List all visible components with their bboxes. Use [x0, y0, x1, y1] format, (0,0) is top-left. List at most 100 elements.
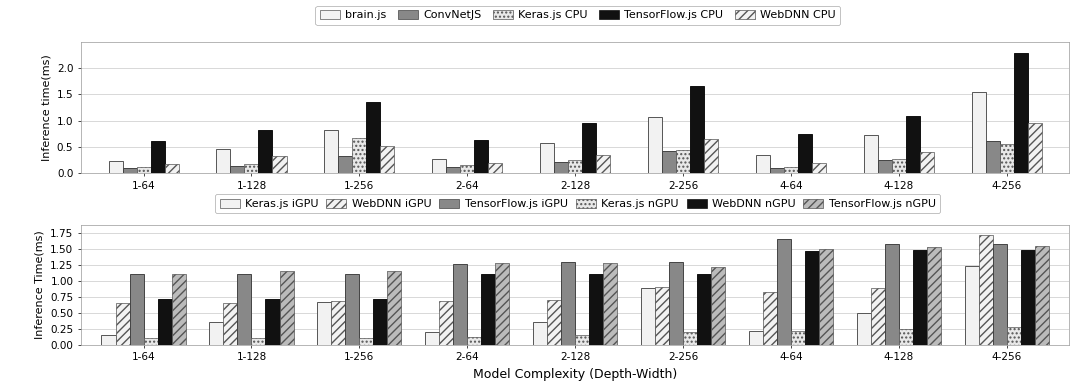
Bar — [676, 150, 690, 173]
Bar — [805, 251, 819, 345]
Bar — [856, 313, 870, 345]
Bar — [172, 274, 186, 345]
Bar — [1014, 53, 1028, 173]
Bar — [978, 235, 993, 345]
Bar — [1035, 246, 1049, 345]
Bar — [440, 301, 454, 345]
Bar — [366, 102, 380, 173]
Bar — [380, 146, 394, 173]
Bar — [540, 143, 554, 173]
Bar — [224, 303, 238, 345]
Bar — [136, 167, 150, 173]
Bar — [756, 155, 770, 173]
Bar — [762, 292, 777, 345]
Bar — [108, 161, 122, 173]
Bar — [603, 263, 617, 345]
Bar — [280, 271, 294, 345]
Bar — [568, 160, 582, 173]
Bar — [266, 299, 280, 345]
Bar — [164, 164, 178, 173]
Bar — [346, 274, 360, 345]
Bar — [216, 149, 230, 173]
Bar — [150, 141, 164, 173]
Bar — [122, 168, 136, 173]
Bar — [791, 331, 805, 345]
Bar — [885, 244, 899, 345]
Bar — [648, 117, 662, 173]
Bar — [158, 299, 172, 345]
Bar — [697, 274, 711, 345]
Bar — [496, 263, 510, 345]
Bar — [576, 335, 589, 345]
Bar — [1021, 250, 1035, 345]
Bar — [534, 322, 548, 345]
Bar — [927, 247, 941, 345]
Bar — [704, 139, 718, 173]
Bar — [562, 262, 576, 345]
Bar — [812, 163, 826, 173]
Bar — [906, 115, 920, 173]
Bar — [770, 168, 784, 173]
Bar — [972, 92, 986, 173]
Bar — [338, 156, 352, 173]
Bar — [210, 322, 224, 345]
Bar — [144, 338, 158, 345]
Legend: brain.js, ConvNetJS, Keras.js CPU, TensorFlow.js CPU, WebDNN CPU: brain.js, ConvNetJS, Keras.js CPU, Tenso… — [315, 6, 840, 25]
Bar — [870, 288, 885, 345]
Bar — [554, 162, 568, 173]
Bar — [964, 266, 978, 345]
Bar — [711, 267, 725, 345]
Bar — [102, 335, 116, 345]
Bar — [864, 135, 878, 173]
Bar — [784, 166, 798, 173]
Bar — [819, 249, 833, 345]
Bar — [892, 159, 906, 173]
Bar — [130, 274, 144, 345]
Bar — [548, 300, 562, 345]
Y-axis label: Inference time(ms): Inference time(ms) — [41, 54, 51, 161]
Bar — [258, 130, 272, 173]
Bar — [460, 165, 474, 173]
Bar — [474, 140, 488, 173]
Bar — [589, 274, 603, 345]
Bar — [690, 86, 704, 173]
Bar — [1007, 327, 1021, 345]
Bar — [878, 160, 892, 173]
Bar — [777, 239, 791, 345]
Bar — [920, 152, 934, 173]
Bar — [244, 165, 258, 173]
Bar — [640, 288, 654, 345]
Bar — [468, 337, 482, 345]
Bar — [683, 332, 697, 345]
Bar — [230, 166, 244, 173]
Bar — [252, 338, 266, 345]
Bar — [332, 301, 346, 345]
Bar — [374, 299, 388, 345]
Bar — [454, 264, 468, 345]
Bar — [426, 332, 440, 345]
Bar — [432, 158, 446, 173]
Bar — [654, 287, 669, 345]
Bar — [986, 141, 1000, 173]
Y-axis label: Inference Time(ms): Inference Time(ms) — [35, 231, 44, 339]
Bar — [993, 244, 1007, 345]
Bar — [116, 303, 130, 345]
Bar — [913, 250, 927, 345]
Bar — [488, 163, 502, 173]
Bar — [388, 271, 402, 345]
Bar — [582, 123, 596, 173]
Bar — [272, 156, 286, 173]
Bar — [324, 130, 338, 173]
Bar — [352, 138, 366, 173]
X-axis label: Model Complexity (Depth-Width): Model Complexity (Depth-Width) — [473, 368, 677, 381]
Bar — [1000, 144, 1014, 173]
Legend: Keras.js iGPU, WebDNN iGPU, TensorFlow.js iGPU, Keras.js nGPU, WebDNN nGPU, Tens: Keras.js iGPU, WebDNN iGPU, TensorFlow.j… — [215, 194, 941, 213]
Bar — [360, 338, 374, 345]
Bar — [1028, 123, 1042, 173]
Bar — [238, 274, 252, 345]
Bar — [798, 134, 812, 173]
Bar — [748, 331, 762, 345]
Bar — [482, 274, 496, 345]
Bar — [669, 262, 683, 345]
Bar — [446, 166, 460, 173]
